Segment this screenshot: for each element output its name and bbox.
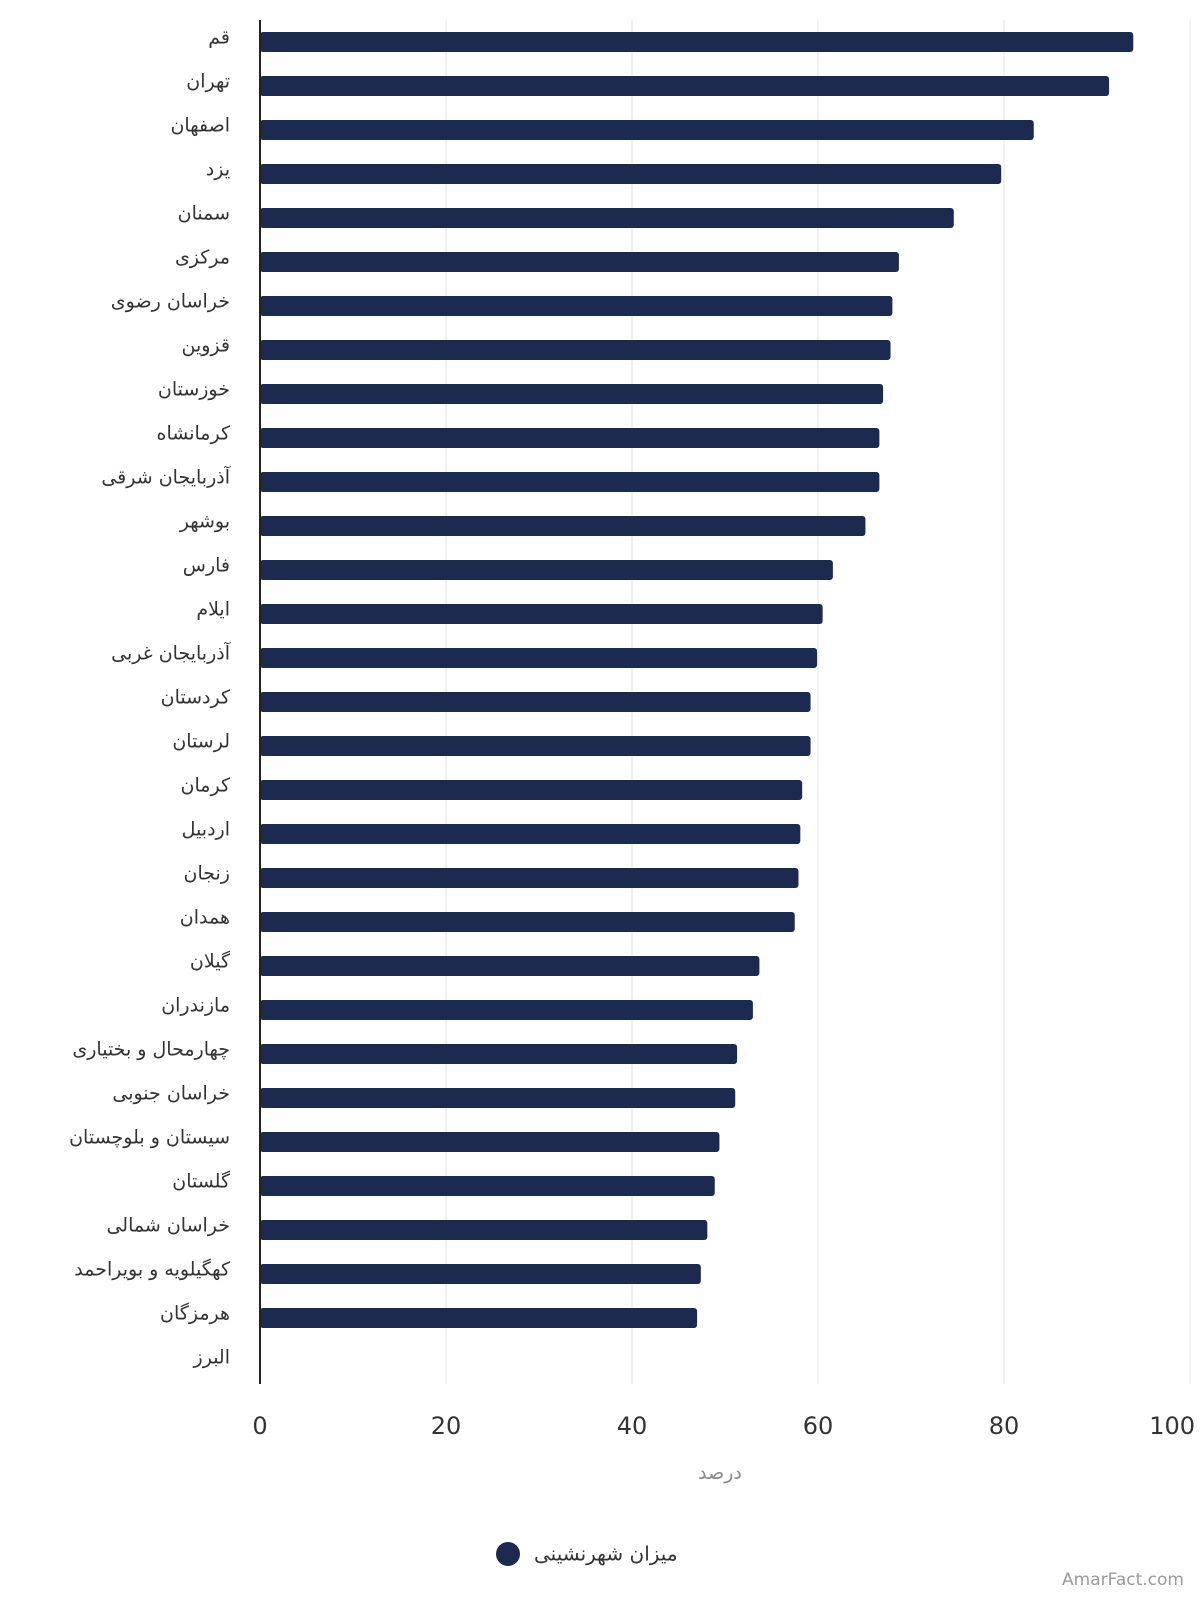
bar-7 [260, 340, 891, 360]
x-tick-label-100: 100 [1149, 1412, 1195, 1440]
bar-24 [260, 1088, 736, 1108]
category-label-12: فارس [183, 555, 230, 577]
bar-11 [260, 516, 866, 536]
category-label-4: سمنان [178, 203, 230, 225]
bar-25 [260, 1132, 720, 1152]
category-label-3: یزد [206, 159, 230, 181]
category-label-18: اردبیل [182, 819, 230, 841]
category-label-1: تهران [186, 71, 230, 93]
category-label-28: کهگیلویه و بویراحمد [74, 1258, 231, 1281]
category-label-22: مازندران [161, 995, 230, 1017]
category-label-5: مرکزی [175, 247, 230, 269]
x-tick-label-60: 60 [803, 1412, 834, 1440]
bar-5 [260, 252, 899, 272]
legend-label: میزان شهرنشینی [534, 1542, 678, 1566]
bar-10 [260, 472, 880, 492]
bar-1 [260, 76, 1110, 96]
bar-26 [260, 1176, 715, 1196]
bar-14 [260, 648, 818, 668]
category-label-10: آذربایجان شرقی [101, 465, 230, 489]
bar-22 [260, 1000, 753, 1020]
category-label-11: بوشهر [179, 511, 230, 533]
bar-18 [260, 824, 801, 844]
bar-17 [260, 780, 803, 800]
bar-16 [260, 736, 811, 756]
category-label-16: لرستان [172, 731, 230, 753]
category-label-14: آذربایجان غربی [111, 641, 231, 665]
bar-28 [260, 1264, 701, 1284]
bar-29 [260, 1308, 698, 1328]
category-label-2: اصفهان [170, 115, 230, 137]
category-label-0: قم [208, 27, 230, 49]
bar-13 [260, 604, 823, 624]
category-label-30: البرز [193, 1347, 230, 1369]
bar-9 [260, 428, 880, 448]
x-axis-title: درصد [698, 1462, 742, 1484]
category-label-27: خراسان شمالی [106, 1215, 230, 1237]
bar-0 [260, 32, 1134, 52]
x-tick-label-40: 40 [617, 1412, 648, 1440]
category-label-17: کرمان [181, 775, 231, 797]
bar-23 [260, 1044, 738, 1064]
bar-20 [260, 912, 795, 932]
bar-2 [260, 120, 1034, 140]
category-label-24: خراسان جنوبی [112, 1083, 230, 1105]
category-label-23: چهارمحال و بختیاری [72, 1039, 230, 1061]
category-label-15: کردستان [161, 687, 231, 709]
bar-8 [260, 384, 884, 404]
bar-4 [260, 208, 954, 228]
bar-15 [260, 692, 811, 712]
category-label-9: کرمانشاه [157, 423, 231, 445]
bar-3 [260, 164, 1002, 184]
bar-21 [260, 956, 760, 976]
bar-19 [260, 868, 799, 888]
category-label-20: همدان [180, 907, 230, 929]
category-label-8: خوزستان [158, 379, 230, 401]
bar-12 [260, 560, 833, 580]
watermark-text: AmarFact.com [1062, 1570, 1184, 1590]
bar-27 [260, 1220, 708, 1240]
category-label-21: گیلان [190, 950, 231, 973]
category-label-6: خراسان رضوی [111, 291, 230, 313]
x-tick-label-20: 20 [431, 1412, 462, 1440]
category-label-25: سیستان و بلوچستان [69, 1127, 230, 1149]
category-label-13: ایلام [196, 599, 230, 621]
x-tick-label-80: 80 [989, 1412, 1020, 1440]
category-label-29: هرمزگان [160, 1302, 230, 1325]
x-tick-label-0: 0 [252, 1412, 267, 1440]
category-label-26: گلستان [172, 1170, 231, 1193]
legend-marker [496, 1542, 520, 1566]
category-label-7: قزوین [182, 335, 231, 357]
bar-6 [260, 296, 893, 316]
category-label-19: زنجان [184, 863, 230, 885]
